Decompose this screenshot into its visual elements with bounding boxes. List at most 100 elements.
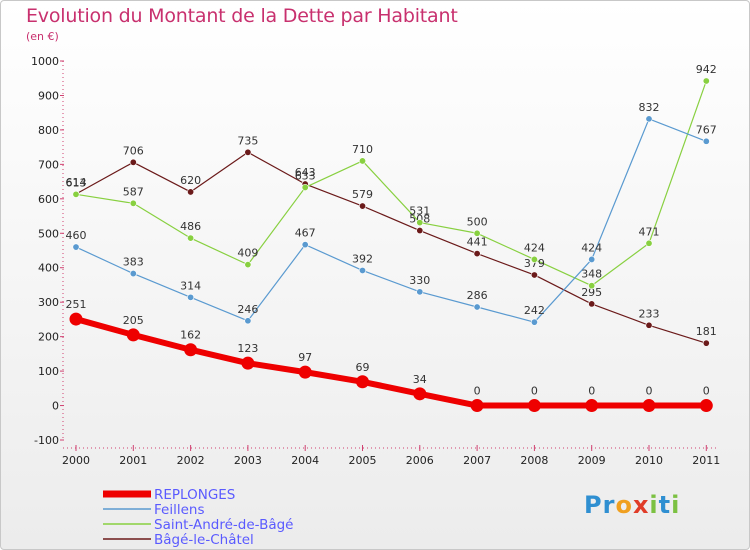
data-label-feillens: 314 <box>180 279 201 292</box>
data-point-replonges <box>298 365 312 379</box>
series-line-feillens <box>75 118 707 323</box>
y-tick-label: 300 <box>38 296 59 309</box>
data-point-saint-andre-de-bage <box>72 190 80 198</box>
data-point-saint-andre-de-bage <box>187 234 195 242</box>
data-point-replonges <box>527 399 541 413</box>
data-label-saint-andre-de-bage: 348 <box>581 268 602 281</box>
data-point-bage-le-chatel <box>416 227 424 235</box>
data-label-bage-le-chatel: 735 <box>237 134 258 147</box>
data-point-feillens <box>645 115 653 123</box>
data-point-replonges <box>413 387 427 401</box>
x-tick-label: 2003 <box>234 454 262 467</box>
series-line-replonges <box>75 316 707 409</box>
data-point-replonges <box>470 399 484 413</box>
data-point-saint-andre-de-bage <box>530 255 538 263</box>
data-label-replonges: 97 <box>298 351 312 364</box>
data-point-replonges <box>356 375 369 389</box>
data-label-feillens: 246 <box>237 303 258 316</box>
data-label-bage-le-chatel: 295 <box>581 286 602 299</box>
data-point-saint-andre-de-bage <box>358 157 366 165</box>
data-label-bage-le-chatel: 643 <box>295 166 316 179</box>
x-tick-label: 2001 <box>119 454 147 467</box>
data-point-saint-andre-de-bage <box>473 229 481 237</box>
data-label-saint-andre-de-bage: 500 <box>467 215 488 228</box>
logo-letter: P <box>584 491 603 519</box>
data-point-feillens <box>187 293 195 301</box>
x-tick-label: 2000 <box>62 454 90 467</box>
data-point-bage-le-chatel <box>244 148 252 156</box>
data-point-saint-andre-de-bage <box>702 77 710 85</box>
logo-letter: x <box>632 491 650 519</box>
data-point-replonges <box>699 399 713 413</box>
data-point-bage-le-chatel <box>358 202 366 210</box>
data-label-replonges: 0 <box>703 385 710 398</box>
y-tick-label: 100 <box>38 365 59 378</box>
chart-subtitle: (en €) <box>26 30 59 43</box>
data-point-feillens <box>72 243 80 251</box>
data-label-saint-andre-de-bage: 486 <box>180 220 201 233</box>
data-point-feillens <box>530 318 538 326</box>
legend-label-saint-andre-de-bage: Saint-André-de-Bâgé <box>154 517 293 533</box>
data-label-feillens: 242 <box>524 304 545 317</box>
y-tick-label: -100 <box>34 434 59 447</box>
data-label-feillens: 832 <box>639 101 660 114</box>
series-line-bage-le-chatel <box>75 151 707 344</box>
y-tick-label: 0 <box>52 400 59 413</box>
data-label-replonges: 205 <box>123 314 144 327</box>
legend-label-bage-le-chatel: Bâgé-le-Châtel <box>154 532 254 548</box>
logo-letter: r <box>602 491 616 519</box>
x-tick-label: 2009 <box>578 454 606 467</box>
data-label-replonges: 162 <box>180 329 201 342</box>
y-tick-label: 500 <box>38 227 59 240</box>
x-tick-label: 2007 <box>463 454 491 467</box>
data-point-bage-le-chatel <box>702 339 710 347</box>
data-label-bage-le-chatel: 706 <box>123 144 144 157</box>
y-tick-label: 600 <box>38 193 59 206</box>
data-label-saint-andre-de-bage: 409 <box>237 247 258 260</box>
data-label-saint-andre-de-bage: 424 <box>524 241 545 254</box>
data-label-replonges: 69 <box>356 361 370 374</box>
series-line-saint-andre-de-bage <box>75 80 707 287</box>
data-label-saint-andre-de-bage: 471 <box>639 225 660 238</box>
data-label-replonges: 251 <box>66 298 87 311</box>
data-point-feillens <box>473 303 481 311</box>
legend-label-replonges: REPLONGES <box>154 487 235 503</box>
data-label-bage-le-chatel: 441 <box>467 236 488 249</box>
data-label-replonges: 0 <box>531 385 538 398</box>
data-label-feillens: 767 <box>696 123 717 136</box>
data-point-bage-le-chatel <box>187 188 195 196</box>
data-label-bage-le-chatel: 579 <box>352 188 373 201</box>
x-tick-label: 2008 <box>520 454 548 467</box>
data-label-bage-le-chatel: 379 <box>524 257 545 270</box>
data-point-bage-le-chatel <box>645 321 653 329</box>
x-tick-label: 2005 <box>349 454 377 467</box>
data-label-saint-andre-de-bage: 531 <box>409 205 430 218</box>
data-label-saint-andre-de-bage: 710 <box>352 143 373 156</box>
data-point-replonges <box>585 399 599 413</box>
data-point-saint-andre-de-bage <box>416 219 424 227</box>
data-point-bage-le-chatel <box>129 158 137 166</box>
data-label-replonges: 0 <box>646 385 653 398</box>
data-point-bage-le-chatel <box>473 250 481 258</box>
chart-title: Evolution du Montant de la Dette par Hab… <box>26 5 458 27</box>
data-label-saint-andre-de-bage: 587 <box>123 185 144 198</box>
data-label-bage-le-chatel: 620 <box>180 174 201 187</box>
data-label-feillens: 286 <box>467 289 488 302</box>
logo-letter: t <box>658 491 672 519</box>
data-point-replonges <box>69 312 83 326</box>
y-tick-label: 1000 <box>31 55 59 68</box>
data-point-replonges <box>126 328 140 342</box>
data-label-saint-andre-de-bage: 613 <box>66 176 87 189</box>
data-point-saint-andre-de-bage <box>645 239 653 247</box>
data-point-saint-andre-de-bage <box>129 199 137 207</box>
proxiti-logo: Proxiti <box>584 491 680 519</box>
data-point-feillens <box>416 288 424 296</box>
y-tick-label: 200 <box>38 331 59 344</box>
data-label-feillens: 460 <box>66 229 87 242</box>
data-point-bage-le-chatel <box>588 300 596 308</box>
data-point-feillens <box>129 270 137 278</box>
data-point-replonges <box>241 356 255 370</box>
y-tick-label: 900 <box>38 89 59 102</box>
